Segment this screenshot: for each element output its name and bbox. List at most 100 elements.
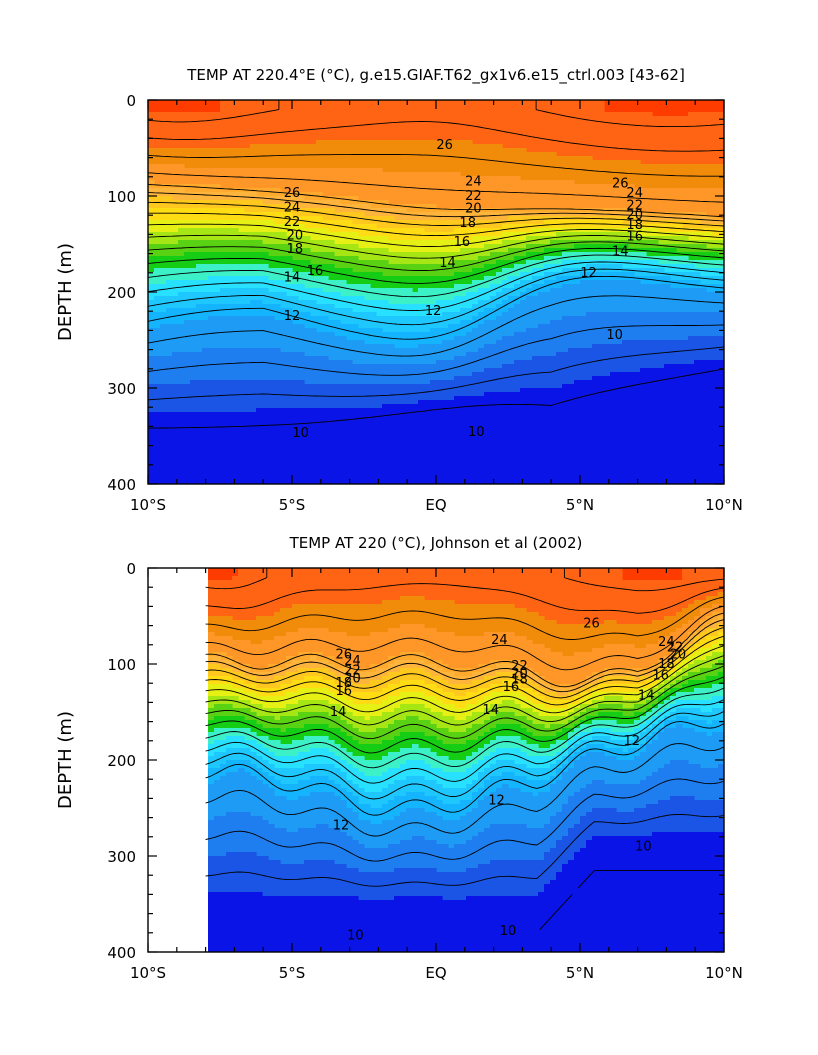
bottom-contour-line bbox=[205, 596, 724, 640]
top-contour-line bbox=[148, 261, 724, 311]
top-temperature-band bbox=[148, 196, 724, 233]
bottom-contour-line bbox=[205, 676, 724, 754]
bottom-panel: TEMP AT 220 (°C), Johnson et al (2002) 2… bbox=[55, 534, 743, 982]
bottom-contour-line bbox=[205, 721, 724, 816]
bottom-contour-line bbox=[205, 612, 724, 688]
top-contour-label: 22 bbox=[626, 199, 643, 214]
top-x-tick-label: EQ bbox=[425, 496, 446, 514]
top-contour-line bbox=[148, 192, 724, 222]
bottom-contour-labels: 2624222018161424222018161426242220181614… bbox=[330, 617, 686, 944]
top-contour-label: 12 bbox=[580, 266, 597, 281]
bottom-contour-label: 20 bbox=[344, 671, 361, 686]
bottom-contour-label: 20 bbox=[511, 667, 528, 682]
bottom-contour-line bbox=[205, 655, 724, 726]
top-x-tick-label: 5°N bbox=[566, 496, 594, 514]
top-temperature-band bbox=[148, 336, 724, 413]
bottom-contour-label: 16 bbox=[652, 669, 669, 684]
bottom-contour-label: 24 bbox=[491, 633, 508, 648]
bottom-temperature-band bbox=[208, 708, 724, 809]
top-y-tick-label: 400 bbox=[107, 476, 136, 494]
top-temperature-band bbox=[148, 208, 724, 241]
bottom-contour-label: 26 bbox=[583, 617, 600, 632]
bottom-contour-label: 12 bbox=[333, 818, 350, 833]
bottom-temperature-band bbox=[208, 672, 724, 761]
top-contour-label: 12 bbox=[284, 309, 301, 324]
top-temperature-band bbox=[148, 280, 724, 365]
top-contour-line bbox=[148, 201, 724, 227]
top-contour-label: 16 bbox=[626, 229, 643, 244]
bottom-y-tick-label: 0 bbox=[126, 560, 136, 578]
top-contour-label: 12 bbox=[425, 304, 442, 319]
top-contour-line bbox=[148, 241, 724, 271]
top-contour-line bbox=[148, 247, 724, 284]
top-temperature-band bbox=[148, 244, 724, 293]
bottom-contour-label: 22 bbox=[344, 664, 361, 679]
top-contour-label: 10 bbox=[468, 425, 485, 440]
bottom-temperature-band bbox=[208, 624, 724, 701]
top-contour-label: 16 bbox=[307, 264, 324, 279]
top-contour-labels: 2624222018161412262422201816141226242220… bbox=[284, 138, 643, 441]
top-contour-line bbox=[148, 154, 724, 177]
bottom-axes: 10°S 5°S EQ 5°N 10°N 0 100 200 300 400 bbox=[107, 560, 743, 982]
top-temperature-band bbox=[148, 252, 724, 305]
top-y-tick-label: 200 bbox=[107, 284, 136, 302]
bottom-contour-label: 10 bbox=[500, 924, 517, 939]
bottom-temperature-band bbox=[208, 716, 724, 825]
bottom-contour-label: 16 bbox=[503, 680, 520, 695]
top-y-tick-label: 300 bbox=[107, 380, 136, 398]
bottom-temperature-band bbox=[208, 604, 724, 685]
top-contour-label: 14 bbox=[284, 271, 301, 286]
bottom-contour-line bbox=[205, 710, 724, 800]
bottom-contour-line bbox=[205, 665, 724, 740]
top-contour-label: 18 bbox=[287, 242, 304, 257]
top-temperature-band bbox=[148, 240, 724, 277]
bottom-contour-label: 10 bbox=[347, 929, 364, 944]
bottom-contour-label: 10 bbox=[635, 839, 652, 854]
top-x-tick-label: 10°S bbox=[130, 496, 166, 514]
top-temperature-band bbox=[148, 228, 724, 265]
bottom-contour-label: 14 bbox=[638, 689, 655, 704]
bottom-contour-line bbox=[205, 568, 724, 592]
top-chart-title: TEMP AT 220.4°E (°C), g.e15.GIAF.T62_gx1… bbox=[186, 66, 685, 85]
bottom-contour-line bbox=[205, 778, 724, 862]
top-temperature-band bbox=[148, 180, 724, 221]
bottom-contour-label: 24 bbox=[658, 635, 675, 650]
top-temperature-band bbox=[148, 264, 724, 333]
bottom-contour-label: 16 bbox=[336, 684, 353, 699]
top-contour-line bbox=[148, 212, 724, 237]
top-contour-label: 10 bbox=[606, 328, 623, 343]
bottom-contour-label: 18 bbox=[336, 676, 353, 691]
bottom-y-tick-label: 400 bbox=[107, 944, 136, 962]
bottom-contour-label: 22 bbox=[667, 641, 684, 656]
top-contour-label: 24 bbox=[284, 201, 301, 216]
top-y-tick-label: 100 bbox=[107, 188, 136, 206]
top-contour-line bbox=[148, 254, 724, 298]
bottom-temperature-band bbox=[208, 832, 724, 952]
bottom-contour-line bbox=[205, 626, 724, 699]
bottom-contour-label: 20 bbox=[670, 647, 687, 662]
bottom-temperature-band bbox=[208, 568, 683, 581]
top-contour-line bbox=[148, 234, 724, 259]
top-temperature-band bbox=[148, 100, 724, 165]
top-contour-line bbox=[148, 295, 724, 357]
top-contour-label: 26 bbox=[284, 186, 301, 201]
top-contour-label: 22 bbox=[465, 189, 482, 204]
top-contour-line bbox=[148, 275, 724, 340]
top-contour-line bbox=[148, 368, 724, 429]
top-x-tick-label: 5°S bbox=[279, 496, 306, 514]
top-y-axis-label: DEPTH (m) bbox=[55, 243, 76, 341]
bottom-contour-line bbox=[205, 699, 724, 784]
top-contour-line bbox=[148, 346, 724, 401]
bottom-contour-label: 18 bbox=[658, 657, 675, 672]
top-x-tick-label: 10°N bbox=[705, 496, 743, 514]
top-contour-label: 24 bbox=[626, 186, 643, 201]
top-contour-label: 26 bbox=[436, 138, 453, 153]
bottom-contour-line bbox=[205, 814, 724, 887]
top-contour-label: 10 bbox=[292, 426, 309, 441]
top-temperature-band bbox=[148, 220, 724, 253]
top-contour-line bbox=[148, 324, 724, 376]
bottom-chart-title: TEMP AT 220 (°C), Johnson et al (2002) bbox=[289, 534, 583, 552]
bottom-y-tick-label: 100 bbox=[107, 656, 136, 674]
top-contour-label: 14 bbox=[439, 256, 456, 271]
top-y-tick-label: 0 bbox=[126, 92, 136, 110]
